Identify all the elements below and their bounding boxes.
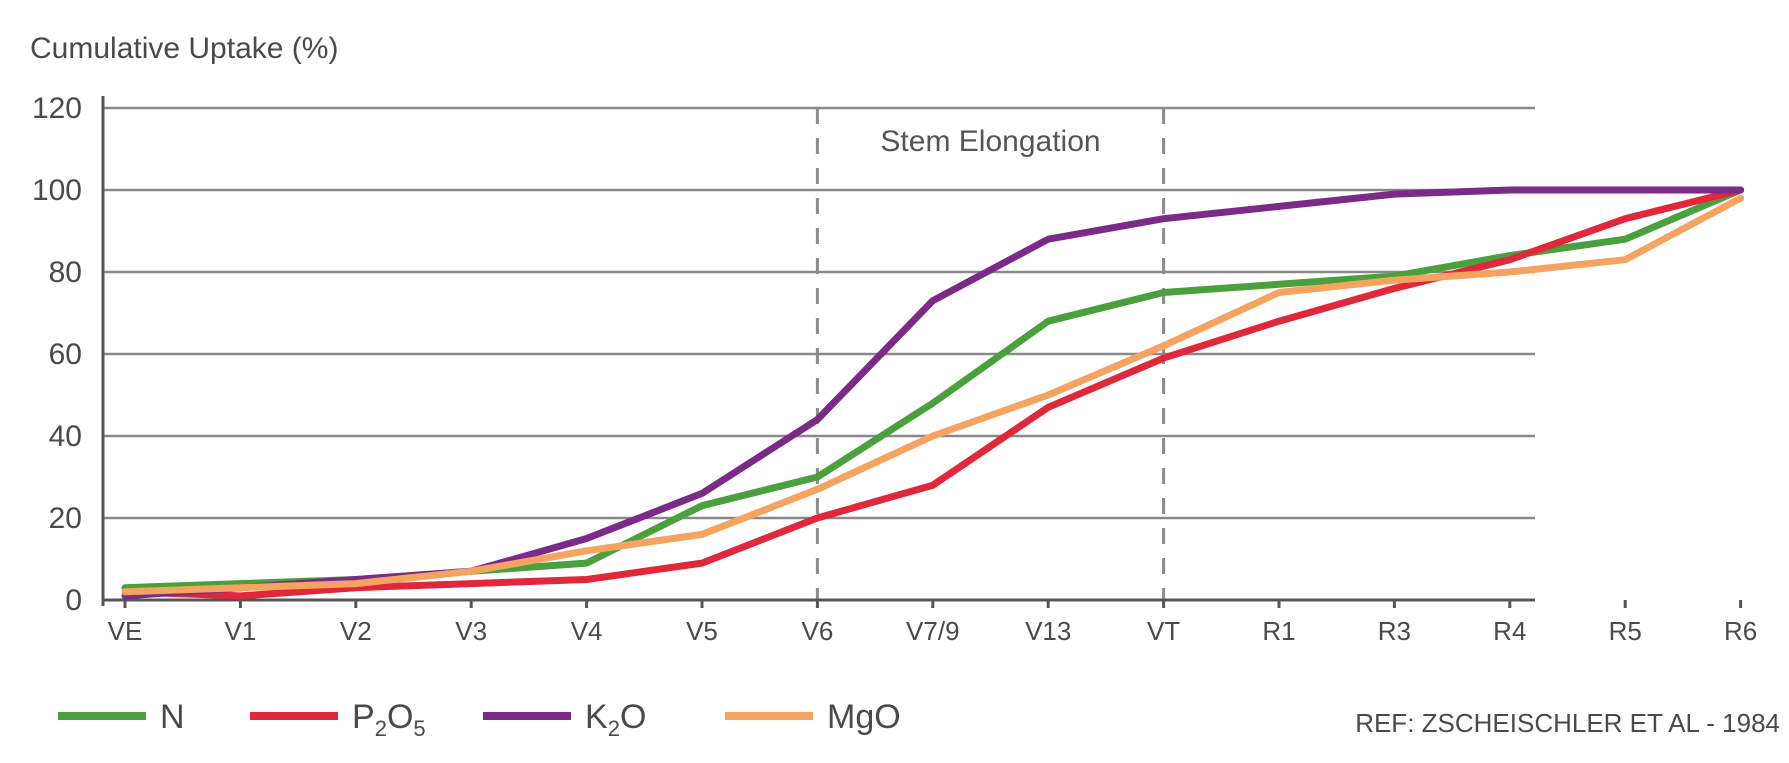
x-tick-label: R3 [1378,616,1411,646]
stem-elongation-band: Stem Elongation [815,108,1166,600]
series-lines [121,186,1745,600]
y-tick-label: 20 [49,502,82,535]
x-tick-label: VT [1147,616,1180,646]
y-tick-label: 100 [32,174,82,207]
x-tick-label: R1 [1262,616,1295,646]
legend: N P2O5 K2O MgO [58,698,901,741]
x-tick-label: VE [108,616,143,646]
y-axis-title: Cumulative Uptake (%) [30,32,338,65]
x-tick-label: V7/9 [906,616,960,646]
y-tick-label: 0 [65,584,82,617]
legend-label: K2O [585,698,646,741]
x-tick-label: R5 [1609,616,1642,646]
series-line-n [121,186,1745,592]
y-tick-label: 60 [49,338,82,371]
x-tick-label: R6 [1724,616,1757,646]
reference-note: REF: ZSCHEISCHLER ET AL - 1984 [1355,708,1780,738]
y-tick-label: 40 [49,420,82,453]
stem-elongation-label: Stem Elongation [880,125,1100,158]
legend-label: P2O5 [352,698,426,741]
series-line-p2o5 [121,186,1745,600]
x-tick-label: V4 [571,616,603,646]
legend-label: MgO [827,698,901,736]
series-line-k2o [121,186,1745,600]
axes: 0 20 40 60 80 100 120 VE V1 V2 V3 V4 V5 V6 V7/9 V13 VT R1… [32,92,1757,646]
y-tick-label: 80 [49,256,82,289]
y-tick-label: 120 [32,92,82,125]
legend-label: N [160,698,185,736]
x-tick-label: V13 [1025,616,1071,646]
x-tick-label: V3 [455,616,487,646]
x-tick-label: V2 [340,616,372,646]
series-line-mgo [121,194,1745,596]
x-tick-label: V6 [801,616,833,646]
x-tick-label: V5 [686,616,718,646]
gridlines [103,106,1535,520]
x-tick-label: V1 [224,616,256,646]
x-tick-label: R4 [1493,616,1526,646]
